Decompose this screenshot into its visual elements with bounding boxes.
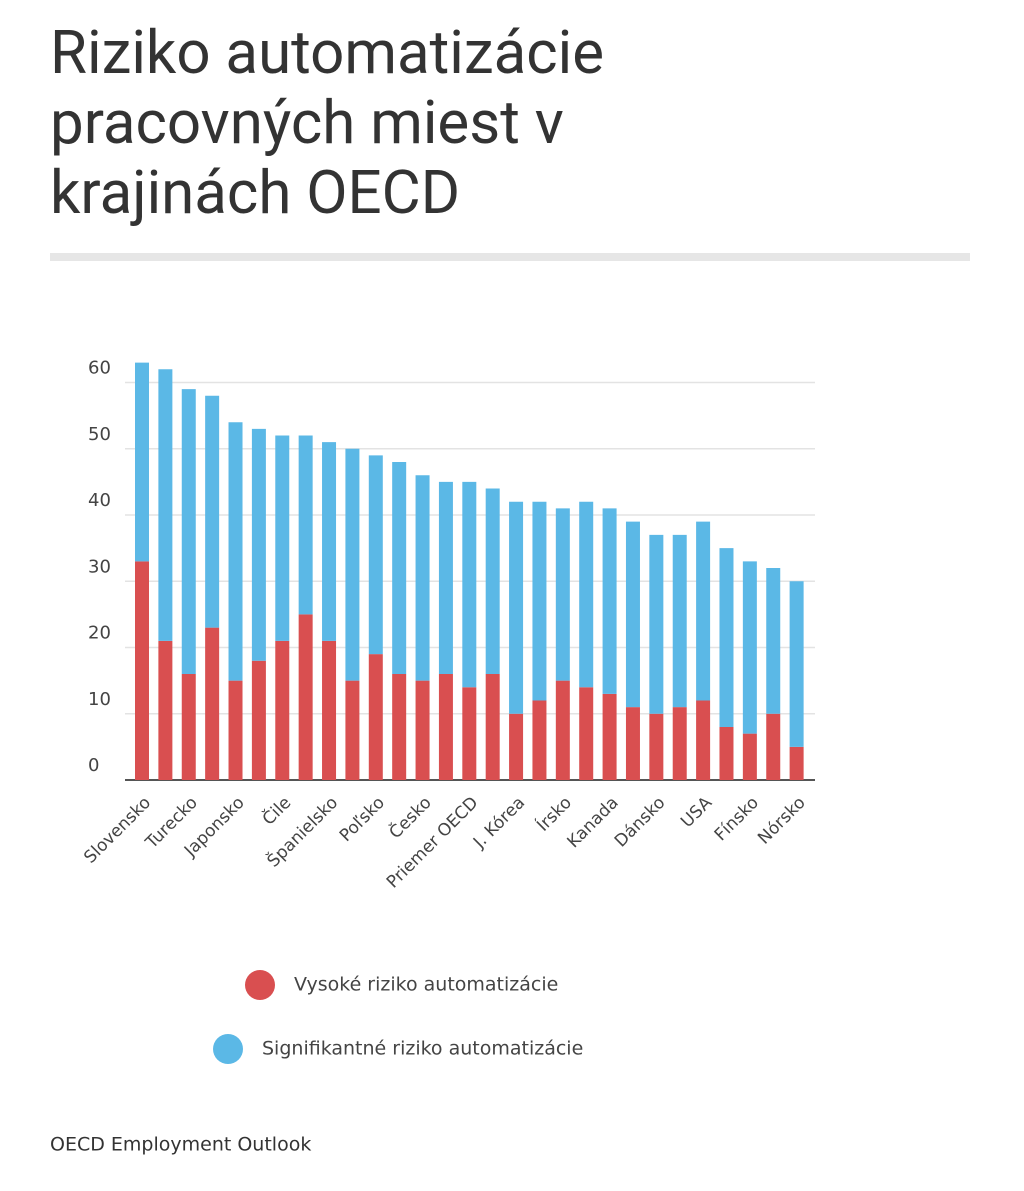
bar-segment xyxy=(509,713,524,780)
x-tick-label: Írsko xyxy=(532,792,576,836)
bar-segment xyxy=(438,481,453,674)
bar-segment xyxy=(579,501,594,688)
x-tick-label: J. Kórea xyxy=(469,793,529,853)
title-rule xyxy=(50,253,970,261)
y-tick-label: 0 xyxy=(88,755,99,776)
bar-segment xyxy=(135,561,149,780)
bar-segment xyxy=(532,501,547,701)
y-tick-label: 10 xyxy=(88,689,111,710)
chart-title: Riziko automatizácie pracovných miest v … xyxy=(50,17,605,228)
y-tick-label: 20 xyxy=(88,623,111,644)
source: OECD Employment Outlook xyxy=(50,1134,311,1156)
bar-segment xyxy=(602,508,617,694)
bar-segment xyxy=(251,660,266,780)
x-tick-label: Slovensko xyxy=(80,793,155,868)
y-tick-label: 50 xyxy=(88,424,111,445)
x-tick-label: Fínsko xyxy=(711,793,763,845)
bar-segment xyxy=(509,501,524,714)
bar-segment xyxy=(251,428,266,661)
legend-label: Vysoké riziko automatizácie xyxy=(294,974,558,996)
bar-segment xyxy=(649,713,664,780)
bar-segment xyxy=(766,568,781,714)
bar-segment xyxy=(766,713,781,780)
bar-segment xyxy=(672,707,687,780)
bar-segment xyxy=(135,362,149,562)
bar-segment xyxy=(158,640,173,780)
bar-segment xyxy=(555,508,570,681)
bar-segment xyxy=(742,561,757,734)
bar-segment xyxy=(555,680,570,780)
bar-segment xyxy=(485,674,500,780)
bar-segment xyxy=(298,435,313,615)
bar-segment xyxy=(532,700,547,780)
bar-segment xyxy=(789,581,804,747)
x-tick-label: Čile xyxy=(257,792,295,830)
bar-segment xyxy=(181,674,196,780)
bar-segment xyxy=(158,369,173,641)
y-tick-label: 40 xyxy=(88,490,111,511)
bar-segment xyxy=(228,680,243,780)
bar-segment xyxy=(415,475,430,681)
legend-swatch xyxy=(213,1034,243,1064)
bar-segment xyxy=(462,481,477,688)
bar-segment xyxy=(322,640,337,780)
bar-segment xyxy=(579,687,594,780)
legend-swatch xyxy=(245,970,275,1000)
bar-segment xyxy=(485,488,500,674)
bar-segment xyxy=(696,700,711,780)
x-tick-label: USA xyxy=(677,793,716,832)
bar-segment xyxy=(602,693,617,780)
x-tick-label: Nórsko xyxy=(754,793,810,849)
x-tick-label: Kanada xyxy=(563,793,622,852)
bar-segment xyxy=(275,435,290,641)
bar-segment xyxy=(625,707,640,780)
bar-segment xyxy=(649,534,664,714)
bar-segment xyxy=(742,733,757,780)
x-tick-label: Dánsko xyxy=(611,793,670,852)
legend-label: Signifikantné riziko automatizácie xyxy=(262,1038,583,1060)
bar-segment xyxy=(672,534,687,708)
bar-segment xyxy=(392,674,407,780)
y-tick-label: 30 xyxy=(88,556,111,577)
bar-segment xyxy=(275,640,290,780)
bar-segment xyxy=(696,521,711,701)
bar-segment xyxy=(298,614,313,780)
bar-segment xyxy=(205,395,220,628)
x-tick-label: Poľsko xyxy=(336,793,389,846)
bar-segment xyxy=(415,680,430,780)
bar-segment xyxy=(322,442,337,641)
bar-segment xyxy=(205,627,220,780)
bar-segment xyxy=(719,727,734,780)
y-tick-label: 60 xyxy=(88,358,111,379)
bar-segment xyxy=(392,462,407,674)
bar-segment xyxy=(462,687,477,780)
bar-segment xyxy=(789,746,804,780)
bar-segment xyxy=(719,548,734,727)
bar-segment xyxy=(345,680,360,780)
bar-segment xyxy=(228,422,243,681)
bar-segment xyxy=(368,654,383,780)
bar-segment xyxy=(181,389,196,674)
bar-segment xyxy=(625,521,640,708)
bar-segment xyxy=(368,455,383,655)
bar-segment xyxy=(345,448,360,681)
bar-segment xyxy=(438,674,453,780)
